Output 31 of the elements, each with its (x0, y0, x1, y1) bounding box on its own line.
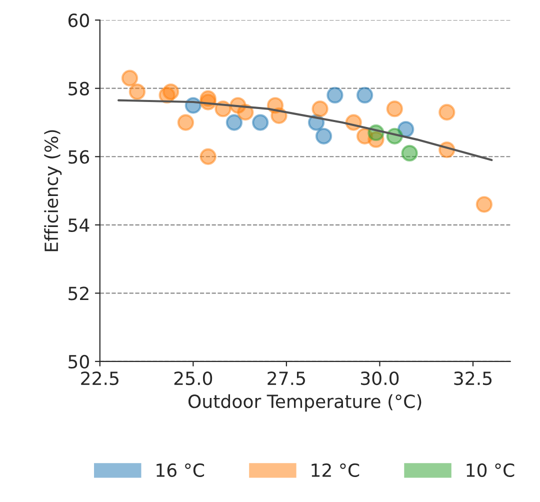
point (386, 100, 403, 118)
x-tick-label: 22.5 (81, 371, 118, 386)
y-tick-label: 60 (68, 14, 89, 28)
point (252, 114, 269, 131)
point (200, 148, 216, 165)
point (438, 104, 456, 121)
y-tick-label: 54 (68, 218, 90, 232)
point (326, 86, 344, 104)
y-tick-label: 52 (68, 286, 88, 300)
point (226, 114, 243, 131)
point (315, 128, 332, 144)
point (356, 86, 374, 104)
legend-label: 12 °C (312, 463, 360, 478)
point (121, 70, 138, 86)
point (177, 114, 194, 131)
point (128, 83, 146, 100)
point (162, 83, 180, 100)
point (476, 196, 493, 213)
y-tick-label: 50 (68, 354, 89, 369)
x-tick-label: 30.0 (360, 371, 399, 386)
x-axis-title: Outdoor Temperature (°C) (188, 394, 422, 412)
x-tick-label: 25.0 (174, 371, 212, 386)
legend-label: 10 °C (466, 463, 514, 478)
x-tick-label: 27.5 (268, 371, 305, 386)
x-tick-label: 32.5 (454, 371, 492, 386)
y-axis-title: Efficiency (%) (44, 130, 62, 252)
y-tick-label: 58 (68, 82, 89, 96)
point (401, 144, 418, 162)
legend-label: 16 °C (156, 463, 204, 478)
point (312, 100, 328, 118)
y-tick-label: 56 (68, 150, 90, 164)
